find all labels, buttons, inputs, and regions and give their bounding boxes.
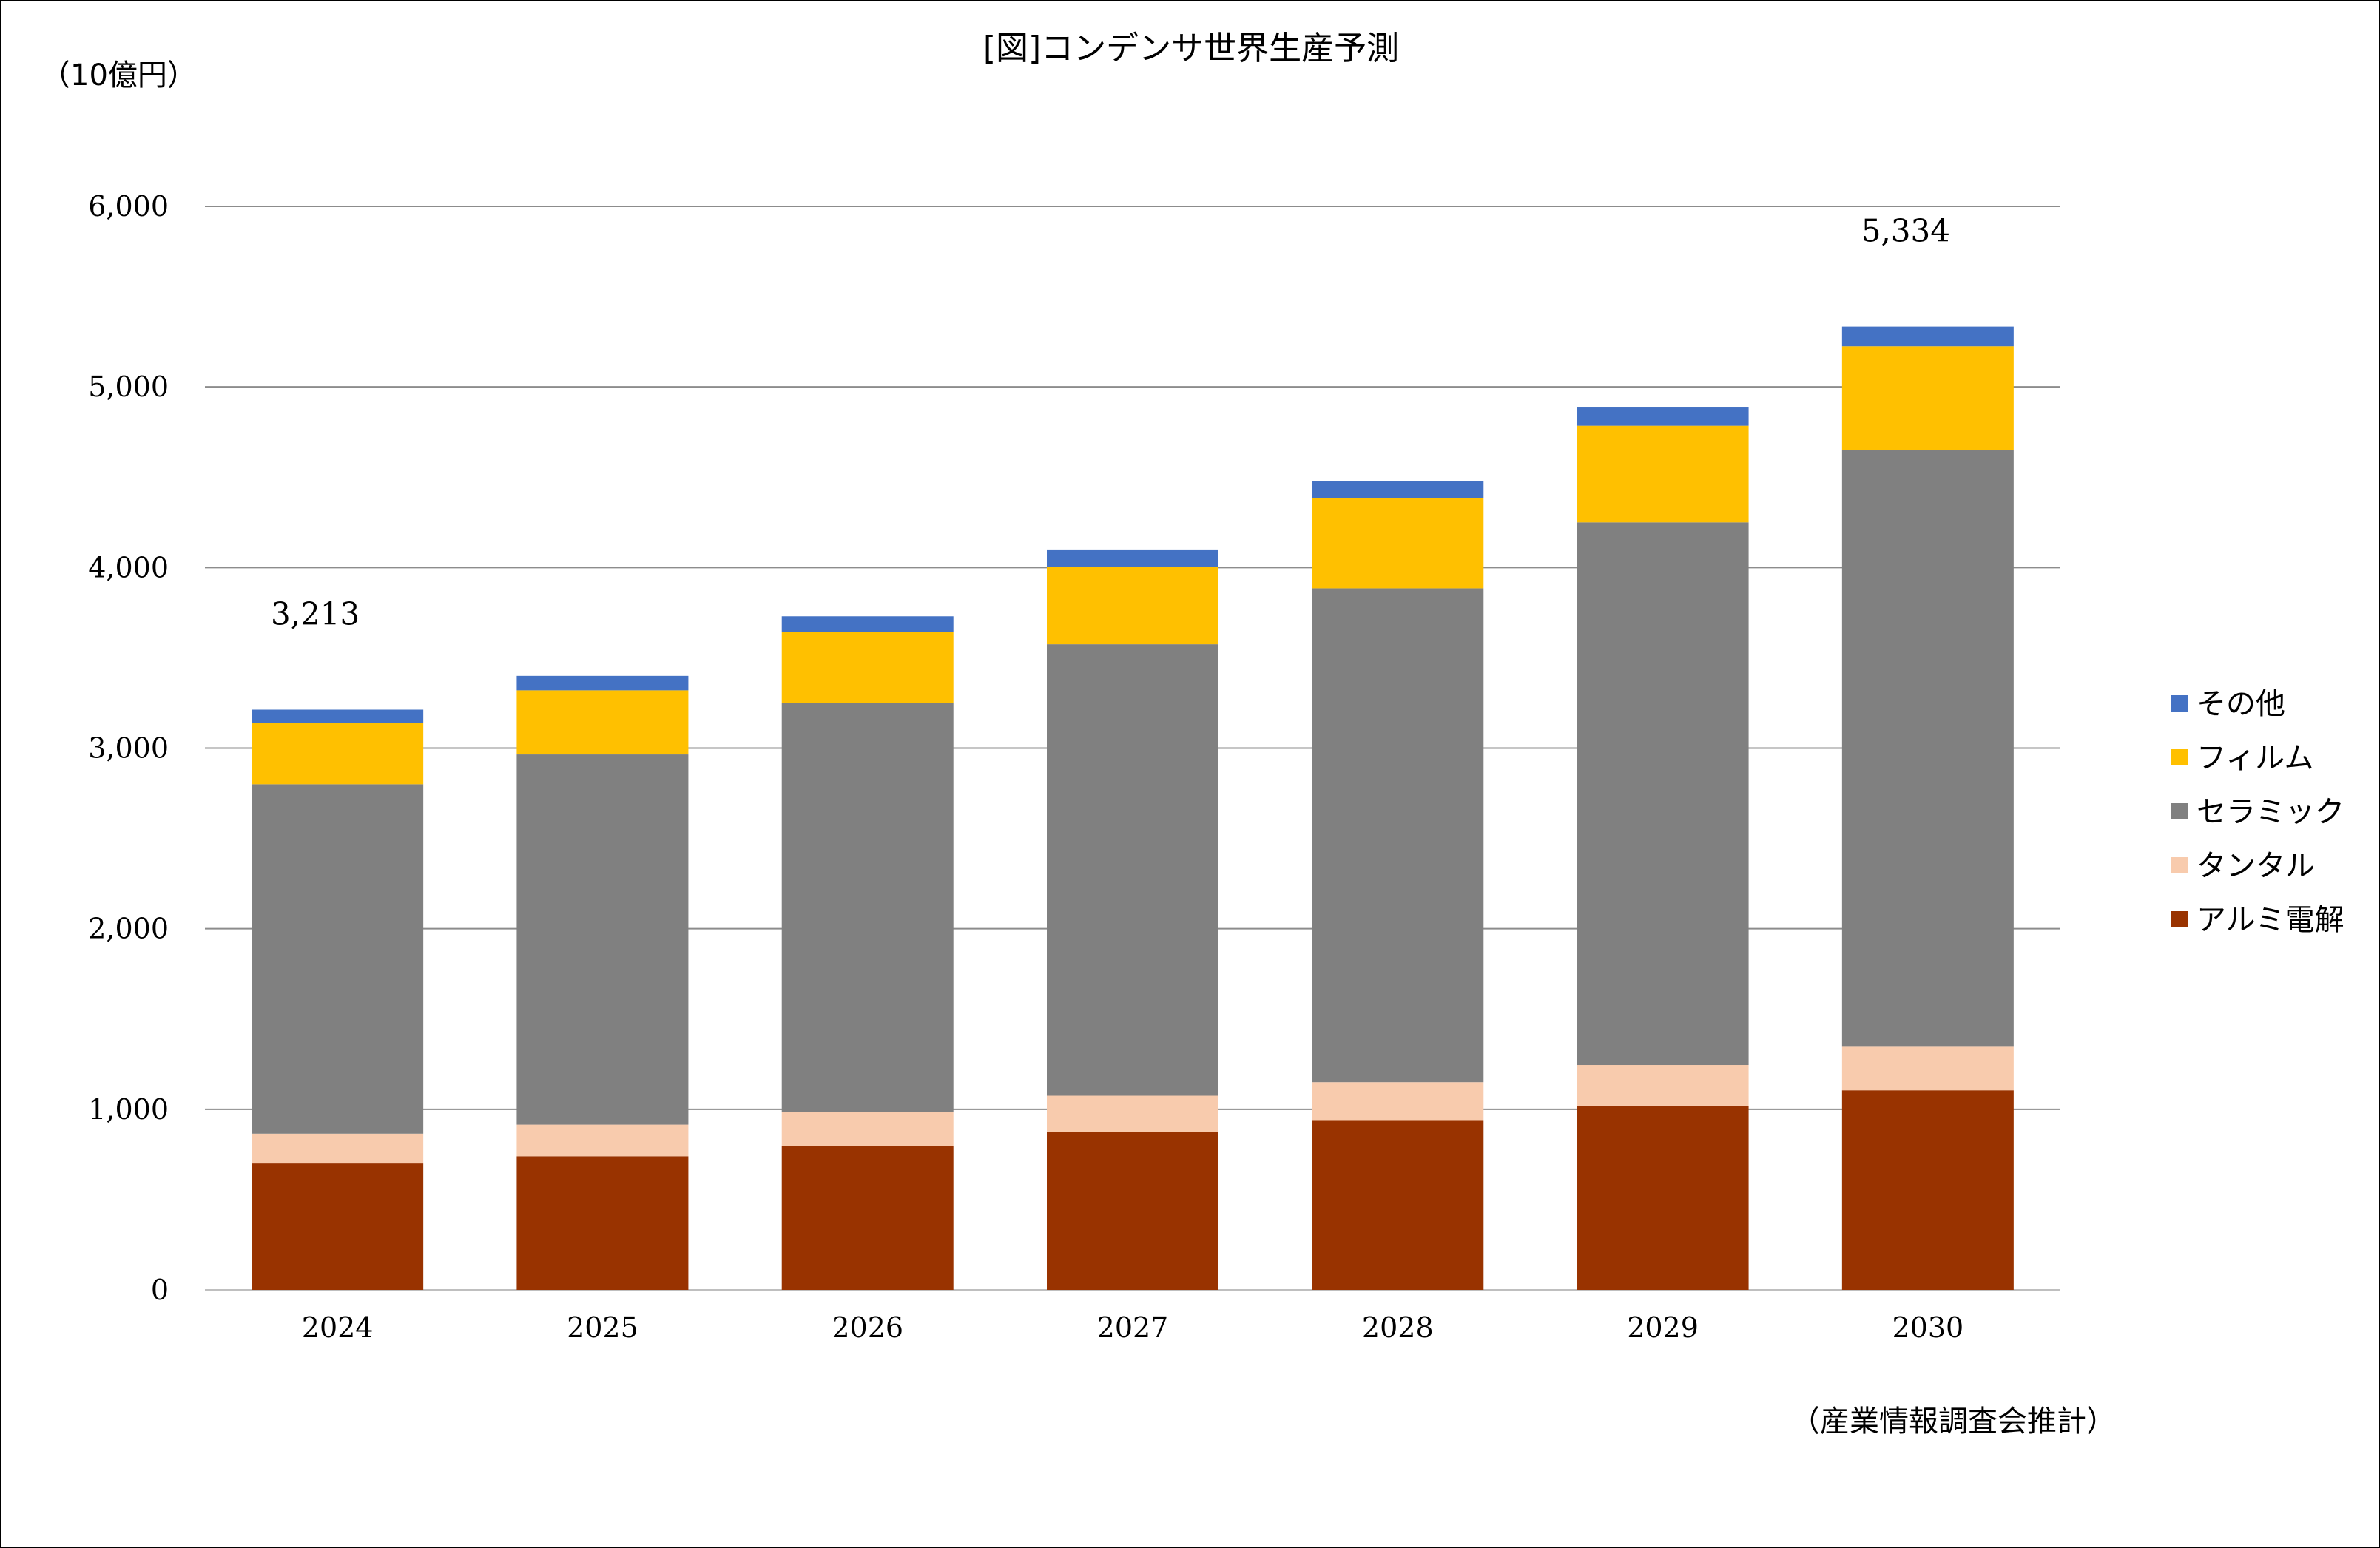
bar-segment-2025-1 — [516, 1124, 689, 1157]
bar-segment-2024-3 — [252, 723, 424, 785]
legend-label: セラミック — [2197, 795, 2344, 829]
y-tick-label: 1,000 — [88, 1093, 169, 1126]
y-axis-unit-label: （10億円） — [41, 58, 197, 92]
bar-segment-2028-2 — [1312, 588, 1484, 1083]
x-tick-label: 2024 — [302, 1311, 374, 1344]
bar-segment-2027-0 — [1047, 1132, 1218, 1290]
bar-segment-2024-0 — [252, 1163, 424, 1290]
bar-segment-2025-2 — [516, 754, 689, 1125]
bar-segment-2024-2 — [252, 784, 424, 1134]
stacked-bars — [252, 326, 2014, 1290]
legend-label: フィルム — [2197, 741, 2313, 775]
bar-segment-2030-4 — [1841, 326, 2014, 347]
bar-segment-2028-0 — [1312, 1120, 1484, 1290]
legend-label: その他 — [2197, 687, 2285, 721]
bar-segment-2027-1 — [1047, 1095, 1218, 1132]
y-tick-label: 5,000 — [88, 371, 169, 403]
legend-swatch — [2171, 911, 2188, 927]
x-tick-label: 2026 — [832, 1311, 903, 1344]
legend-swatch — [2171, 857, 2188, 873]
bar-segment-2026-4 — [781, 616, 954, 632]
bar-segment-2026-2 — [781, 703, 954, 1112]
y-tick-label: 4,000 — [88, 551, 169, 584]
x-tick-label: 2028 — [1362, 1311, 1434, 1344]
bar-segment-2030-0 — [1841, 1090, 2014, 1290]
source-note: （産業情報調査会推計） — [1790, 1405, 2116, 1439]
bar-segment-2027-3 — [1047, 567, 1218, 645]
bar-segment-2027-4 — [1047, 549, 1218, 567]
bar-segment-2028-4 — [1312, 481, 1484, 498]
bar-segment-2026-1 — [781, 1112, 954, 1146]
x-tick-label: 2030 — [1892, 1311, 1963, 1344]
chart-title: [図]コンデンサ世界生産予測 — [983, 30, 1399, 67]
bar-segment-2030-2 — [1841, 450, 2014, 1047]
bar-segment-2025-3 — [516, 690, 689, 755]
axis-ticks: 0 1,000 2,000 3,000 4,000 5,000 6,000 2024 2025 2… — [88, 190, 1963, 1344]
bar-segment-2026-3 — [781, 632, 954, 703]
bar-segment-2024-1 — [252, 1133, 424, 1164]
y-tick-label: 2,000 — [88, 913, 169, 945]
bar-segment-2028-1 — [1312, 1082, 1484, 1121]
total-labels: 3,213 5,334 — [271, 213, 1950, 632]
legend-swatch — [2171, 695, 2188, 712]
bar-segment-2030-1 — [1841, 1046, 2014, 1091]
total-label: 3,213 — [271, 595, 360, 632]
bar-segment-2030-3 — [1841, 346, 2014, 450]
bar-segment-2026-0 — [781, 1146, 954, 1290]
x-tick-label: 2025 — [567, 1311, 638, 1344]
bar-segment-2029-0 — [1577, 1105, 1749, 1290]
bar-segment-2029-2 — [1577, 522, 1749, 1066]
legend-swatch — [2171, 803, 2188, 819]
x-tick-label: 2029 — [1627, 1311, 1699, 1344]
x-tick-label: 2027 — [1097, 1311, 1169, 1344]
bar-segment-2028-3 — [1312, 498, 1484, 589]
y-tick-label: 3,000 — [88, 732, 169, 765]
legend-label: アルミ電解 — [2197, 903, 2344, 937]
bar-segment-2029-4 — [1577, 407, 1749, 426]
bar-segment-2025-0 — [516, 1156, 689, 1290]
bar-segment-2025-4 — [516, 675, 689, 691]
bar-segment-2027-2 — [1047, 644, 1218, 1096]
y-tick-label: 6,000 — [88, 190, 169, 223]
legend-swatch — [2171, 749, 2188, 765]
legend-label: タンタル — [2197, 849, 2315, 883]
bar-segment-2024-4 — [252, 709, 424, 723]
bar-segment-2029-3 — [1577, 425, 1749, 523]
bar-segment-2029-1 — [1577, 1065, 1749, 1106]
y-tick-label: 0 — [151, 1274, 169, 1306]
total-label: 5,334 — [1861, 213, 1950, 249]
